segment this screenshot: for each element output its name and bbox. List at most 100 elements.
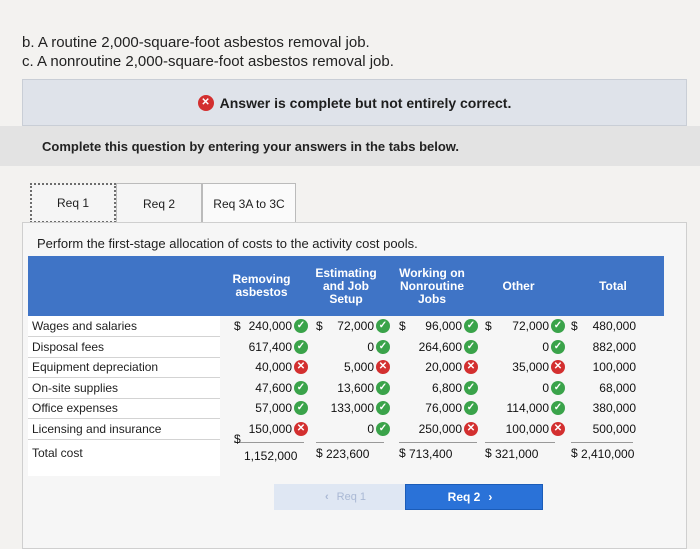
check-icon: ✓ [376, 422, 390, 436]
check-icon: ✓ [294, 340, 308, 354]
chevron-right-icon: › [488, 490, 493, 504]
amount-input[interactable]: 150,000 [248, 422, 292, 436]
prev-button-label: Req 1 [336, 491, 367, 503]
amount-input[interactable]: 250,000 [418, 422, 462, 436]
amount-input[interactable]: 5,000 [343, 360, 374, 374]
amount-input[interactable]: 114,000 [506, 401, 550, 415]
currency-symbol: $ [234, 319, 241, 333]
amount-input[interactable]: 40,000 [255, 360, 292, 374]
total-row-label: Total cost [32, 446, 83, 460]
instruction-bar: Complete this question by entering your … [0, 126, 700, 166]
currency-symbol: $ [316, 319, 323, 333]
amount-input[interactable]: 0 [367, 422, 374, 436]
amount-input[interactable]: 47,600 [255, 381, 292, 395]
check-icon: ✓ [464, 401, 478, 415]
amount-input[interactable]: 0 [542, 340, 549, 354]
column-header: Working on Nonroutine Jobs [399, 265, 465, 306]
tab-req-1[interactable]: Req 1 [30, 183, 116, 223]
amount-input[interactable]: 380,000 [592, 401, 636, 415]
amount-input[interactable]: 100,000 [592, 360, 636, 374]
answer-status-text: Answer is complete but not entirely corr… [219, 94, 512, 111]
question-item-b: b. A routine 2,000-square-foot asbestos … [22, 34, 370, 51]
requirement-tabs: Req 1 Req 2 Req 3A to 3C [30, 183, 296, 223]
prev-button[interactable]: ‹ Req 1 [274, 484, 409, 510]
total-cell [399, 442, 477, 462]
x-icon: ✕ [197, 94, 214, 111]
x-icon: ✕ [551, 360, 565, 374]
instruction-text: Complete this question by entering your … [42, 138, 460, 154]
total-value: 713,400 [409, 447, 453, 461]
amount-input[interactable]: 882,000 [592, 340, 636, 354]
x-icon: ✕ [464, 422, 478, 436]
x-icon: ✕ [376, 360, 390, 374]
amount-input[interactable]: 57,000 [255, 401, 292, 415]
row-label: Equipment depreciation [32, 360, 159, 374]
check-icon: ✓ [376, 340, 390, 354]
amount-input[interactable]: 0 [542, 381, 549, 395]
currency-symbol: $ [485, 319, 492, 333]
total-value: 321,000 [495, 447, 539, 461]
check-icon: ✓ [464, 340, 478, 354]
amount-input[interactable]: 100,000 [505, 422, 549, 436]
check-icon: ✓ [551, 381, 565, 395]
total-value: 223,600 [326, 447, 370, 461]
amount-input[interactable]: 13,600 [337, 381, 374, 395]
row-label: Office expenses [32, 401, 118, 415]
total-value: 2,410,000 [581, 447, 635, 461]
check-icon: ✓ [464, 319, 478, 333]
currency-symbol: $ [485, 446, 492, 460]
amount-input[interactable]: 0 [367, 340, 374, 354]
tab-req-2[interactable]: Req 2 [116, 183, 202, 223]
amount-input[interactable]: 6,800 [431, 381, 462, 395]
x-icon: ✕ [551, 422, 565, 436]
row-label: Disposal fees [32, 340, 105, 354]
amount-input[interactable]: 617,400 [248, 340, 292, 354]
currency-symbol: $ [399, 319, 406, 333]
row-divider [28, 439, 220, 440]
amount-input[interactable]: 35,000 [512, 360, 549, 374]
amount-input[interactable]: 264,600 [418, 340, 462, 354]
chevron-left-icon: ‹ [324, 491, 329, 503]
table-header [28, 256, 664, 316]
currency-symbol: $ [399, 446, 406, 460]
check-icon: ✓ [551, 340, 565, 354]
column-header: Other [502, 278, 535, 293]
total-cell [571, 442, 633, 462]
row-label: On-site supplies [32, 381, 119, 395]
amount-input[interactable]: 72,000 [337, 319, 374, 333]
panel-instruction: Perform the first-stage allocation of co… [37, 236, 418, 251]
amount-input[interactable]: 20,000 [425, 360, 462, 374]
tab-req-3a-3c[interactable]: Req 3A to 3C [202, 183, 296, 223]
currency-symbol: $ [234, 432, 241, 446]
check-icon: ✓ [464, 381, 478, 395]
answer-status-banner: ✕ Answer is complete but not entirely co… [22, 79, 687, 126]
total-value: 1,152,000 [244, 449, 298, 463]
currency-symbol: $ [316, 446, 323, 460]
cost-allocation-table: Removing asbestos Estimating and Job Setu… [28, 256, 664, 476]
x-icon: ✕ [294, 422, 308, 436]
amount-input[interactable]: 72,000 [512, 319, 549, 333]
next-button-label: Req 2 [447, 490, 481, 504]
amount-input[interactable]: 68,000 [599, 381, 636, 395]
amount-input[interactable]: 240,000 [248, 319, 292, 333]
row-divider [28, 357, 220, 358]
x-icon: ✕ [294, 360, 308, 374]
amount-input[interactable]: 500,000 [592, 422, 636, 436]
column-header: Total [599, 278, 627, 293]
next-button[interactable]: Req 2 › [405, 484, 543, 510]
currency-symbol: $ [571, 319, 578, 333]
row-label-column [28, 316, 220, 476]
total-cell [316, 442, 384, 462]
amount-input[interactable]: 96,000 [425, 319, 462, 333]
check-icon: ✓ [551, 401, 565, 415]
row-divider [28, 377, 220, 378]
row-divider [28, 418, 220, 419]
row-label: Wages and salaries [32, 319, 137, 333]
row-label: Licensing and insurance [32, 422, 162, 436]
amount-input[interactable]: 133,000 [330, 401, 374, 415]
check-icon: ✓ [294, 319, 308, 333]
row-divider [28, 398, 220, 399]
question-item-c: c. A nonroutine 2,000-square-foot asbest… [22, 53, 394, 70]
amount-input[interactable]: 480,000 [592, 319, 636, 333]
amount-input[interactable]: 76,000 [425, 401, 462, 415]
